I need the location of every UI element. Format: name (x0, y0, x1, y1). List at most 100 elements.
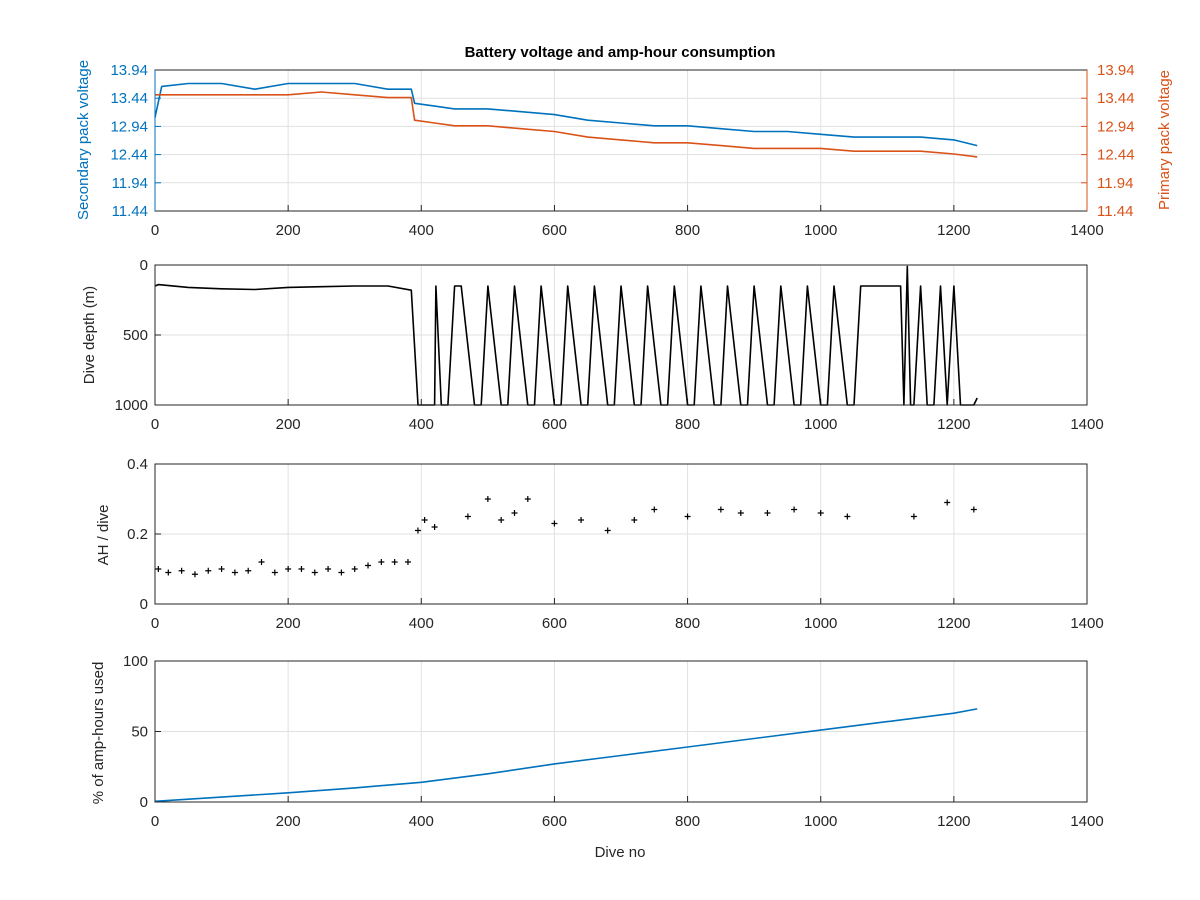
x-tick-label: 200 (276, 813, 301, 830)
x-tick-label: 1400 (1070, 615, 1103, 632)
data-point (764, 510, 771, 516)
x-tick-label: 1000 (804, 416, 837, 433)
data-point (325, 566, 332, 572)
x-tick-label: 400 (409, 813, 434, 830)
axes-frame (154, 264, 1088, 406)
data-point (178, 567, 185, 574)
data-point (511, 510, 518, 516)
y-tick-label: 12.94 (110, 118, 148, 135)
x-tick-label: 0 (151, 813, 159, 830)
left-axis-label: Secondary pack voltage (75, 60, 92, 220)
right-axis-label: Primary pack voltage (1156, 70, 1173, 210)
x-tick-label: 1400 (1070, 416, 1103, 433)
right-y-tick-label: 13.44 (1097, 90, 1135, 107)
data-point (524, 496, 531, 502)
x-tick-label: 1000 (804, 615, 837, 632)
data-point (464, 513, 471, 520)
x-tick-label: 400 (409, 416, 434, 433)
data-point (298, 566, 305, 572)
y-tick-label: 13.94 (110, 62, 148, 79)
data-point (604, 527, 611, 534)
depth-axis-label: Dive depth (m) (81, 286, 98, 384)
y-tick-label: 100 (123, 653, 148, 670)
x-tick-label: 600 (542, 416, 567, 433)
data-point (285, 566, 292, 572)
x-tick-label: 200 (276, 416, 301, 433)
y-tick-label: 0 (140, 794, 148, 811)
data-point (311, 569, 318, 576)
x-tick-label: 1400 (1070, 813, 1103, 830)
ah-axis-label: AH / dive (95, 505, 112, 566)
right-y-tick-label: 12.94 (1097, 118, 1135, 135)
voltage-panel: 0 200 400 600 800 1000 1200 1400 11.44 11.94 12.44… (110, 62, 1134, 239)
right-y-tick-label: 12.44 (1097, 147, 1135, 164)
series-line-1 (154, 82, 978, 147)
data-point (165, 569, 172, 576)
depth-panel: 0 200 400 600 800 1000 1200 1400 0 500 1000 (115, 257, 1104, 433)
y-tick-label: 500 (123, 327, 148, 344)
y-tick-label: 0.4 (127, 456, 148, 473)
x-tick-label: 0 (151, 416, 159, 433)
data-point (817, 510, 824, 516)
data-point (231, 569, 238, 576)
y-tick-label: 50 (131, 724, 148, 741)
data-point (551, 520, 558, 527)
data-point (191, 571, 198, 578)
y-tick-label: 1000 (115, 397, 148, 414)
data-point (737, 510, 744, 516)
right-y-tick-label: 11.44 (1097, 203, 1133, 220)
x-tick-label: 800 (675, 416, 700, 433)
right-y-tick-label: 11.94 (1097, 175, 1133, 192)
x-tick-label: 1200 (937, 813, 970, 830)
x-tick-label: 1400 (1070, 222, 1103, 239)
y-tick-label: 11.44 (112, 203, 148, 220)
data-point (378, 559, 385, 565)
x-tick-label: 1000 (804, 222, 837, 239)
y-tick-label: 0 (140, 596, 148, 613)
x-tick-label: 1000 (804, 813, 837, 830)
data-point (910, 513, 917, 520)
data-point (414, 527, 421, 534)
x-tick-label: 200 (276, 615, 301, 632)
x-tick-label: 600 (542, 222, 567, 239)
data-point (391, 559, 398, 565)
percent-axis-label: % of amp-hours used (90, 662, 107, 805)
data-point (245, 567, 252, 574)
y-tick-label: 13.44 (110, 90, 148, 107)
x-tick-label: 600 (542, 813, 567, 830)
data-point (717, 506, 724, 513)
axes-frame (154, 660, 1088, 803)
data-point (271, 569, 278, 576)
data-point (365, 562, 372, 569)
y-tick-label: 0.2 (127, 526, 148, 543)
x-tick-label: 1200 (937, 416, 970, 433)
data-point (431, 524, 438, 530)
data-point (155, 566, 162, 572)
x-tick-label: 800 (675, 222, 700, 239)
x-axis-label: Dive no (595, 844, 646, 861)
data-point (205, 567, 212, 574)
x-tick-label: 0 (151, 615, 159, 632)
data-point (631, 517, 638, 523)
data-point (944, 499, 951, 506)
data-point (498, 517, 505, 523)
amp-hours-used-panel: 0 200 400 600 800 1000 1200 1400 0 50 100 (123, 653, 1104, 830)
data-point (421, 517, 428, 523)
series-line-1 (154, 708, 978, 803)
data-point (970, 506, 977, 513)
series-line-2 (155, 91, 978, 158)
data-point (484, 496, 491, 502)
x-tick-label: 400 (409, 222, 434, 239)
x-tick-label: 1200 (937, 615, 970, 632)
x-tick-label: 600 (542, 615, 567, 632)
y-tick-label: 12.44 (110, 147, 148, 164)
data-point (218, 566, 225, 572)
data-point (338, 569, 345, 576)
data-point (578, 517, 585, 523)
data-point (684, 513, 691, 520)
data-point (651, 506, 658, 513)
axes-frame (154, 463, 1088, 605)
x-tick-label: 1200 (937, 222, 970, 239)
x-tick-label: 800 (675, 813, 700, 830)
